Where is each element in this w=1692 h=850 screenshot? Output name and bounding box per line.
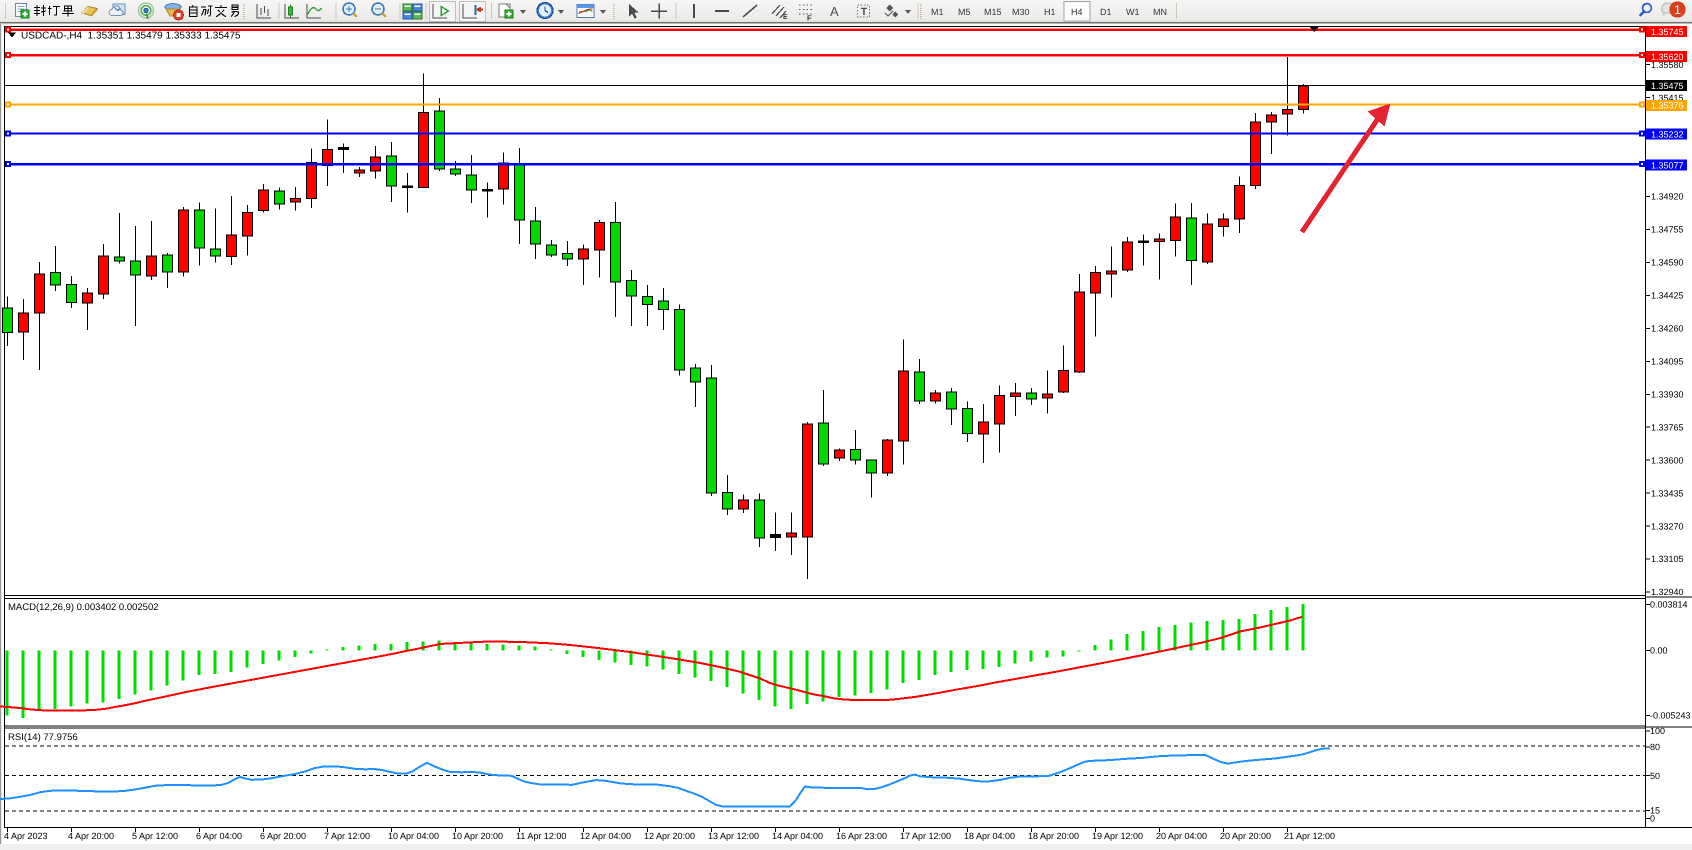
svg-text:1.35232: 1.35232 [1651,129,1684,139]
svg-text:50: 50 [1650,771,1660,781]
svg-text:100: 100 [1650,726,1665,736]
svg-text:14 Apr 04:00: 14 Apr 04:00 [772,831,823,841]
svg-text:D1: D1 [1100,7,1112,17]
svg-text:1.34590: 1.34590 [1651,258,1684,268]
svg-text:1.34425: 1.34425 [1651,291,1684,301]
svg-text:80: 80 [1650,742,1660,752]
svg-text:12 Apr 04:00: 12 Apr 04:00 [580,831,631,841]
svg-text:20 Apr 20:00: 20 Apr 20:00 [1220,831,1271,841]
svg-text:1.35077: 1.35077 [1651,160,1684,170]
svg-text:17 Apr 12:00: 17 Apr 12:00 [900,831,951,841]
svg-text:1.35475: 1.35475 [1651,81,1684,91]
svg-text:H1: H1 [1044,7,1056,17]
svg-text:MACD(12,26,9) 0.003402 0.00250: MACD(12,26,9) 0.003402 0.002502 [8,602,159,613]
svg-text:1.34095: 1.34095 [1651,356,1684,366]
svg-text:10 Apr 04:00: 10 Apr 04:00 [388,831,439,841]
svg-text:W1: W1 [1126,7,1140,17]
svg-text:RSI(14) 77.9756: RSI(14) 77.9756 [8,732,78,743]
svg-text:H4: H4 [1071,7,1083,17]
svg-text:6 Apr 20:00: 6 Apr 20:00 [260,831,306,841]
svg-text:M15: M15 [984,7,1002,17]
svg-text:6 Apr 04:00: 6 Apr 04:00 [196,831,242,841]
svg-text:1.33435: 1.33435 [1651,488,1684,498]
svg-text:1.33105: 1.33105 [1651,554,1684,564]
svg-text:1.33930: 1.33930 [1651,389,1684,399]
svg-text:1.35376: 1.35376 [1651,101,1684,111]
svg-text:0: 0 [1650,814,1655,824]
svg-text:1.35580: 1.35580 [1651,60,1684,70]
svg-text:1: 1 [1674,3,1681,17]
svg-text:1.35620: 1.35620 [1651,52,1684,62]
svg-text:M5: M5 [958,7,971,17]
svg-text:19 Apr 12:00: 19 Apr 12:00 [1092,831,1143,841]
svg-text:1.32940: 1.32940 [1651,587,1684,597]
svg-text:4 Apr 2023: 4 Apr 2023 [4,831,48,841]
svg-text:0.003814: 0.003814 [1650,600,1688,610]
svg-text:20 Apr 04:00: 20 Apr 04:00 [1156,831,1207,841]
svg-text:5 Apr 12:00: 5 Apr 12:00 [132,831,178,841]
svg-text:13 Apr 12:00: 13 Apr 12:00 [708,831,759,841]
svg-text:E: E [783,14,788,21]
svg-text:1.34260: 1.34260 [1651,324,1684,334]
svg-text:12 Apr 20:00: 12 Apr 20:00 [644,831,695,841]
svg-text:MN: MN [1153,7,1167,17]
svg-text:18 Apr 20:00: 18 Apr 20:00 [1028,831,1079,841]
svg-text:1.34755: 1.34755 [1651,225,1684,235]
svg-text:1.33270: 1.33270 [1651,521,1684,531]
svg-text:11 Apr 12:00: 11 Apr 12:00 [516,831,566,841]
svg-text:7 Apr 12:00: 7 Apr 12:00 [324,831,370,841]
svg-text:1.35415: 1.35415 [1651,93,1684,103]
svg-text:21 Apr 12:00: 21 Apr 12:00 [1284,831,1335,841]
svg-text:A: A [830,4,839,19]
svg-text:M1: M1 [931,7,944,17]
svg-text:4 Apr 20:00: 4 Apr 20:00 [68,831,114,841]
svg-text:1.33765: 1.33765 [1651,422,1684,432]
svg-text:15: 15 [1650,806,1660,816]
svg-text:16 Apr 23:00: 16 Apr 23:00 [836,831,887,841]
svg-text:M30: M30 [1012,7,1030,17]
svg-text:1.35745: 1.35745 [1651,27,1684,37]
svg-text:0.00: 0.00 [1650,646,1668,656]
svg-text:1.34920: 1.34920 [1651,192,1684,202]
svg-text:1.33600: 1.33600 [1651,455,1684,465]
svg-text:10 Apr 20:00: 10 Apr 20:00 [452,831,503,841]
svg-text:-0.005243: -0.005243 [1650,711,1691,721]
svg-text:USDCAD-,H4 1.35351 1.35479 1.: USDCAD-,H4 1.35351 1.35479 1.35333 1.354… [21,31,241,42]
svg-text:T: T [861,6,868,18]
svg-text:18 Apr 04:00: 18 Apr 04:00 [964,831,1015,841]
svg-text:F: F [807,14,812,23]
